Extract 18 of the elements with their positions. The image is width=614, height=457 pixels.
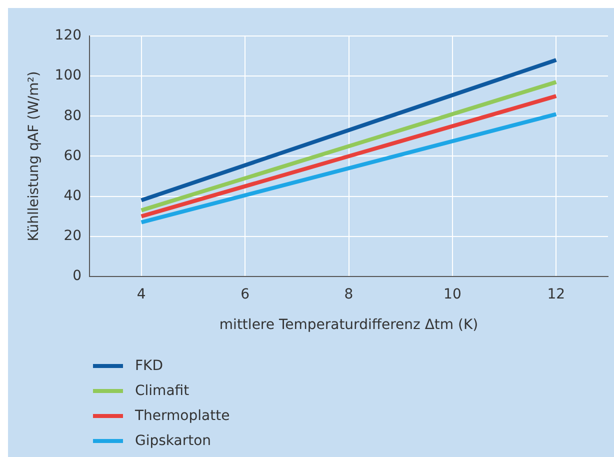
y-tick-label: 0 bbox=[72, 268, 82, 284]
x-tick-label: 12 bbox=[547, 286, 566, 302]
legend-label: FKD bbox=[135, 358, 164, 374]
legend-label: Climafit bbox=[135, 382, 190, 398]
y-tick-label: 40 bbox=[64, 188, 82, 204]
y-tick-label: 60 bbox=[64, 148, 82, 164]
y-tick-label: 20 bbox=[64, 228, 82, 244]
y-tick-label: 80 bbox=[64, 108, 82, 124]
legend-label: Gipskarton bbox=[135, 432, 212, 448]
x-tick-label: 6 bbox=[240, 286, 250, 302]
y-axis-title: Kühlleistung qAF (W/m²) bbox=[26, 71, 42, 242]
y-tick-label: 120 bbox=[54, 28, 82, 44]
y-tick-label: 100 bbox=[54, 68, 82, 84]
legend-label: Thermoplatte bbox=[135, 408, 230, 424]
x-tick-label: 10 bbox=[444, 286, 462, 302]
x-tick-label: 8 bbox=[344, 286, 354, 302]
x-tick-label: 4 bbox=[136, 286, 146, 302]
x-axis-title: mittlere Temperaturdifferenz Δtm (K) bbox=[219, 317, 478, 334]
